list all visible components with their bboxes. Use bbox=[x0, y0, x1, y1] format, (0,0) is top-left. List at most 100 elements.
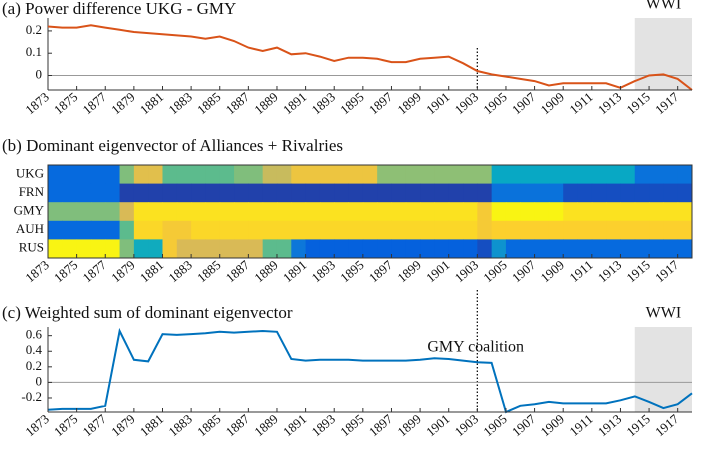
heat-cell bbox=[248, 183, 264, 203]
x-tick-label: 1899 bbox=[394, 257, 424, 285]
heat-cell bbox=[448, 202, 464, 222]
x-tick-label: 1885 bbox=[194, 89, 224, 117]
x-tick-label: 1905 bbox=[480, 257, 510, 285]
heat-cell bbox=[119, 183, 135, 203]
heat-cell bbox=[48, 239, 63, 259]
heat-cell bbox=[334, 220, 350, 240]
y-tick-label: 0.4 bbox=[26, 342, 43, 357]
row-label: AUH bbox=[16, 221, 44, 236]
heat-cell bbox=[463, 239, 478, 259]
heat-cell bbox=[76, 239, 92, 259]
heat-cell bbox=[591, 202, 607, 222]
heat-cell bbox=[234, 220, 249, 240]
x-tick-label: 1889 bbox=[251, 411, 281, 439]
heat-cell bbox=[420, 202, 435, 222]
heat-cell bbox=[377, 220, 392, 240]
heat-cell bbox=[191, 239, 206, 259]
x-tick-label: 1913 bbox=[595, 89, 625, 117]
heat-cell bbox=[634, 239, 650, 259]
heat-cell bbox=[176, 202, 192, 222]
heat-cell bbox=[377, 183, 392, 203]
heat-cell bbox=[420, 239, 435, 259]
heat-cell bbox=[334, 165, 350, 185]
heat-cell bbox=[348, 202, 364, 222]
heat-cell bbox=[219, 183, 235, 203]
x-tick-label: 1881 bbox=[137, 411, 167, 439]
x-tick-label: 1875 bbox=[51, 411, 81, 439]
heat-cell bbox=[362, 220, 378, 240]
heat-cell bbox=[176, 239, 192, 259]
heat-cell bbox=[148, 202, 163, 222]
heat-cell bbox=[563, 165, 579, 185]
heat-cell bbox=[663, 183, 679, 203]
heat-cell bbox=[62, 202, 78, 222]
heat-cell bbox=[405, 165, 421, 185]
heat-cell bbox=[334, 239, 350, 259]
heat-cell bbox=[377, 165, 392, 185]
x-tick-label: 1887 bbox=[223, 411, 253, 440]
heat-cell bbox=[463, 220, 478, 240]
heat-cell bbox=[148, 165, 163, 185]
x-tick-label: 1907 bbox=[509, 411, 539, 440]
heat-cell bbox=[305, 165, 321, 185]
y-tick-label: 0 bbox=[36, 373, 43, 388]
y-tick-label: -0.2 bbox=[21, 389, 42, 404]
heat-cell bbox=[348, 183, 364, 203]
heat-cell bbox=[563, 239, 579, 259]
heat-cell bbox=[248, 165, 264, 185]
heat-cell bbox=[563, 183, 579, 203]
heat-cell bbox=[348, 165, 364, 185]
heat-cell bbox=[505, 202, 521, 222]
x-tick-label: 1881 bbox=[137, 257, 167, 285]
x-tick-label: 1891 bbox=[280, 257, 310, 285]
heat-cell bbox=[205, 220, 221, 240]
heat-cell bbox=[262, 239, 278, 259]
heat-cell bbox=[305, 220, 321, 240]
heat-cell bbox=[391, 183, 407, 203]
heat-cell bbox=[420, 165, 435, 185]
heat-cell bbox=[348, 239, 364, 259]
heat-cell bbox=[162, 183, 178, 203]
x-tick-label: 1911 bbox=[566, 257, 595, 285]
heat-cell bbox=[577, 183, 593, 203]
annotation: GMY coalition bbox=[427, 339, 524, 356]
heat-cell bbox=[434, 202, 450, 222]
heat-cell bbox=[234, 202, 249, 222]
y-tick-label: 0 bbox=[36, 66, 43, 81]
x-tick-label: 1887 bbox=[223, 89, 253, 118]
heat-cell bbox=[291, 165, 307, 185]
heat-cell bbox=[563, 220, 579, 240]
heat-cell bbox=[291, 183, 307, 203]
heat-cell bbox=[291, 220, 307, 240]
heat-cell bbox=[205, 239, 221, 259]
heat-cell bbox=[606, 183, 621, 203]
x-tick-label: 1893 bbox=[309, 257, 339, 285]
row-label: GMY bbox=[14, 202, 45, 217]
heat-cell bbox=[477, 202, 493, 222]
heat-cell bbox=[663, 220, 679, 240]
x-tick-label: 1897 bbox=[366, 411, 396, 440]
heat-cell bbox=[133, 220, 149, 240]
heat-cell bbox=[420, 183, 435, 203]
x-tick-label: 1889 bbox=[251, 89, 281, 117]
heat-cell bbox=[133, 239, 149, 259]
x-tick-label: 1909 bbox=[537, 411, 567, 439]
x-tick-label: 1901 bbox=[423, 257, 453, 285]
heat-cell bbox=[205, 183, 221, 203]
heat-cell bbox=[577, 239, 593, 259]
x-tick-label: 1909 bbox=[537, 89, 567, 117]
heat-cell bbox=[548, 202, 564, 222]
heat-cell bbox=[191, 202, 206, 222]
heat-cell bbox=[434, 239, 450, 259]
heat-cell bbox=[634, 220, 650, 240]
heat-cell bbox=[520, 183, 536, 203]
heat-cell bbox=[548, 239, 564, 259]
x-tick-label: 1917 bbox=[652, 411, 682, 440]
x-tick-label: 1917 bbox=[652, 89, 682, 118]
heat-cell bbox=[477, 165, 493, 185]
heat-cell bbox=[434, 220, 450, 240]
heat-cell bbox=[148, 220, 163, 240]
x-tick-label: 1883 bbox=[165, 411, 195, 439]
x-tick-label: 1877 bbox=[80, 257, 110, 286]
heat-cell bbox=[105, 239, 121, 259]
